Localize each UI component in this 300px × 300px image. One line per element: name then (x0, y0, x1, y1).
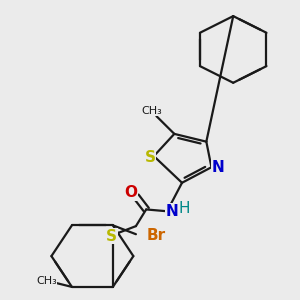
Text: N: N (212, 160, 224, 175)
Text: S: S (145, 150, 155, 165)
Text: H: H (179, 201, 190, 216)
Text: Br: Br (146, 228, 165, 243)
Text: S: S (106, 229, 117, 244)
Text: CH₃: CH₃ (36, 276, 57, 286)
Text: O: O (124, 185, 137, 200)
Text: CH₃: CH₃ (141, 106, 162, 116)
Text: N: N (165, 204, 178, 219)
